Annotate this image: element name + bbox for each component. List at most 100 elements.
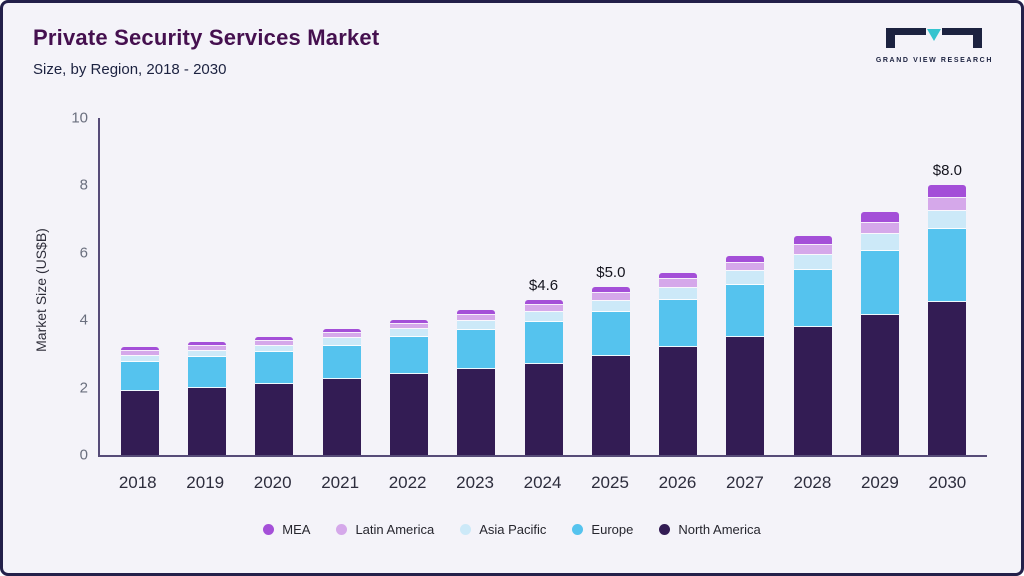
segment-europe-2024 xyxy=(524,321,563,365)
legend-dot-asia-pacific xyxy=(460,524,472,535)
bar-2021 xyxy=(308,118,375,455)
gvr-logo-text: GRAND VIEW RESEARCH xyxy=(875,57,993,64)
x-axis-label-2020: 2020 xyxy=(253,473,292,492)
segment-latin-america-2025 xyxy=(591,293,630,301)
segment-europe-2025 xyxy=(591,311,630,356)
value-label-2024: $4.6 xyxy=(528,277,559,294)
bar-2026 xyxy=(645,118,712,455)
segment-asia-pacific-2027 xyxy=(726,271,765,285)
segment-asia-pacific-2020 xyxy=(255,345,294,353)
segment-mea-2024 xyxy=(524,300,563,306)
legend-dot-europe xyxy=(572,524,584,535)
bar-stack-2022 xyxy=(389,118,428,455)
bar-2018 xyxy=(106,118,173,455)
legend-dot-north-america xyxy=(659,524,671,535)
segment-asia-pacific-2024 xyxy=(524,311,563,322)
x-axis-label-2030: 2030 xyxy=(928,473,967,492)
gvr-logo: GRAND VIEW RESEARCH xyxy=(876,27,993,64)
header-titles: Private Security Services Market Size, b… xyxy=(33,25,379,78)
bar-stack-2020 xyxy=(255,118,294,455)
segment-europe-2020 xyxy=(255,352,294,385)
legend-label-latin-america: Latin America xyxy=(355,522,435,537)
segment-mea-2025 xyxy=(591,286,630,294)
value-label-2030: $8.0 xyxy=(932,162,962,180)
subtitle: Size, by Region, 2018 - 2030 xyxy=(33,61,227,78)
segment-europe-2026 xyxy=(659,300,698,348)
x-axis-ticks: 2018 2019 2020 2021 2022 2023 2024 2025 2026 2027… xyxy=(98,473,987,493)
page-title: Private Security Services Market xyxy=(33,25,380,50)
x-axis-label-2029: 2029 xyxy=(860,473,899,492)
bar-2020 xyxy=(241,118,308,455)
segment-north-america-2018 xyxy=(120,390,159,455)
bar-stack-2030: $8.0 xyxy=(928,118,967,455)
segment-mea-2021 xyxy=(322,328,361,333)
segment-north-america-2020 xyxy=(255,384,294,455)
segment-asia-pacific-2022 xyxy=(389,328,428,338)
x-axis-label-2024: 2024 xyxy=(523,473,562,492)
y-axis-title: Market Size (US$B) xyxy=(33,228,49,352)
y-axis-label-10: 10 xyxy=(71,109,88,127)
gvr-logo-icon xyxy=(886,28,983,48)
segment-asia-pacific-2025 xyxy=(591,300,630,312)
bar-stack-2021 xyxy=(322,118,361,455)
segment-latin-america-2023 xyxy=(457,315,496,321)
y-axis-label-2: 2 xyxy=(79,379,88,397)
segment-latin-america-2029 xyxy=(861,223,900,235)
segment-north-america-2021 xyxy=(322,379,361,455)
bar-2023 xyxy=(443,118,510,455)
bar-stack-2025: $5.0 xyxy=(591,118,630,455)
bar-2022 xyxy=(375,118,442,455)
y-axis-label-0: 0 xyxy=(79,446,88,464)
segment-north-america-2019 xyxy=(187,387,226,455)
segment-north-america-2027 xyxy=(726,337,765,455)
bar-stack-2018 xyxy=(120,118,159,455)
x-axis-label-2026: 2026 xyxy=(658,473,697,492)
segment-north-america-2022 xyxy=(389,374,428,455)
segment-europe-2021 xyxy=(322,345,361,380)
segment-latin-america-2026 xyxy=(659,279,698,288)
segment-north-america-2030 xyxy=(928,301,967,455)
bar-stack-2027 xyxy=(726,118,765,455)
bar-2025: $5.0 xyxy=(577,118,644,455)
segment-asia-pacific-2028 xyxy=(793,254,832,270)
legend-item-latin-america: Latin America xyxy=(336,522,434,537)
segment-europe-2018 xyxy=(120,362,159,391)
x-axis-label-2028: 2028 xyxy=(793,473,832,492)
segment-europe-2023 xyxy=(457,330,496,370)
segment-latin-america-2022 xyxy=(389,323,428,329)
segment-europe-2029 xyxy=(861,251,900,316)
legend-label-europe: Europe xyxy=(591,522,634,537)
legend-dot-mea xyxy=(263,524,275,535)
segment-asia-pacific-2023 xyxy=(457,320,496,331)
bar-stack-2026 xyxy=(659,118,698,455)
segment-latin-america-2030 xyxy=(928,197,967,211)
plot-region: 0 2 4 6 8 10 $4.6 $5.0 $8.0 xyxy=(71,110,987,464)
segment-asia-pacific-2030 xyxy=(928,210,967,230)
bar-2030: $8.0 xyxy=(914,118,981,455)
segment-latin-america-2020 xyxy=(255,340,294,346)
segment-mea-2018 xyxy=(120,347,159,352)
bar-stack-2023 xyxy=(457,118,496,455)
x-axis-label-2025: 2025 xyxy=(591,473,629,492)
segment-north-america-2026 xyxy=(659,347,698,455)
bar-stack-2029 xyxy=(861,118,900,455)
segment-north-america-2024 xyxy=(524,364,563,455)
segment-north-america-2025 xyxy=(591,355,630,455)
legend-dot-latin-america xyxy=(336,524,348,535)
y-axis-label-8: 8 xyxy=(79,176,88,194)
segment-latin-america-2027 xyxy=(726,262,765,272)
segment-europe-2030 xyxy=(928,229,967,302)
legend-item-mea: MEA xyxy=(263,522,310,537)
segment-latin-america-2019 xyxy=(187,346,226,351)
segment-mea-2029 xyxy=(861,212,900,224)
plot-area: $4.6 $5.0 $8.0 xyxy=(100,118,987,455)
segment-asia-pacific-2026 xyxy=(659,287,698,300)
segment-europe-2028 xyxy=(793,269,832,327)
x-axis-label-2021: 2021 xyxy=(321,473,360,492)
bar-2029 xyxy=(846,118,913,455)
segment-mea-2022 xyxy=(389,320,428,324)
bar-stack-2019 xyxy=(187,118,226,455)
segment-mea-2019 xyxy=(187,342,226,347)
x-axis-label-2027: 2027 xyxy=(726,473,764,492)
